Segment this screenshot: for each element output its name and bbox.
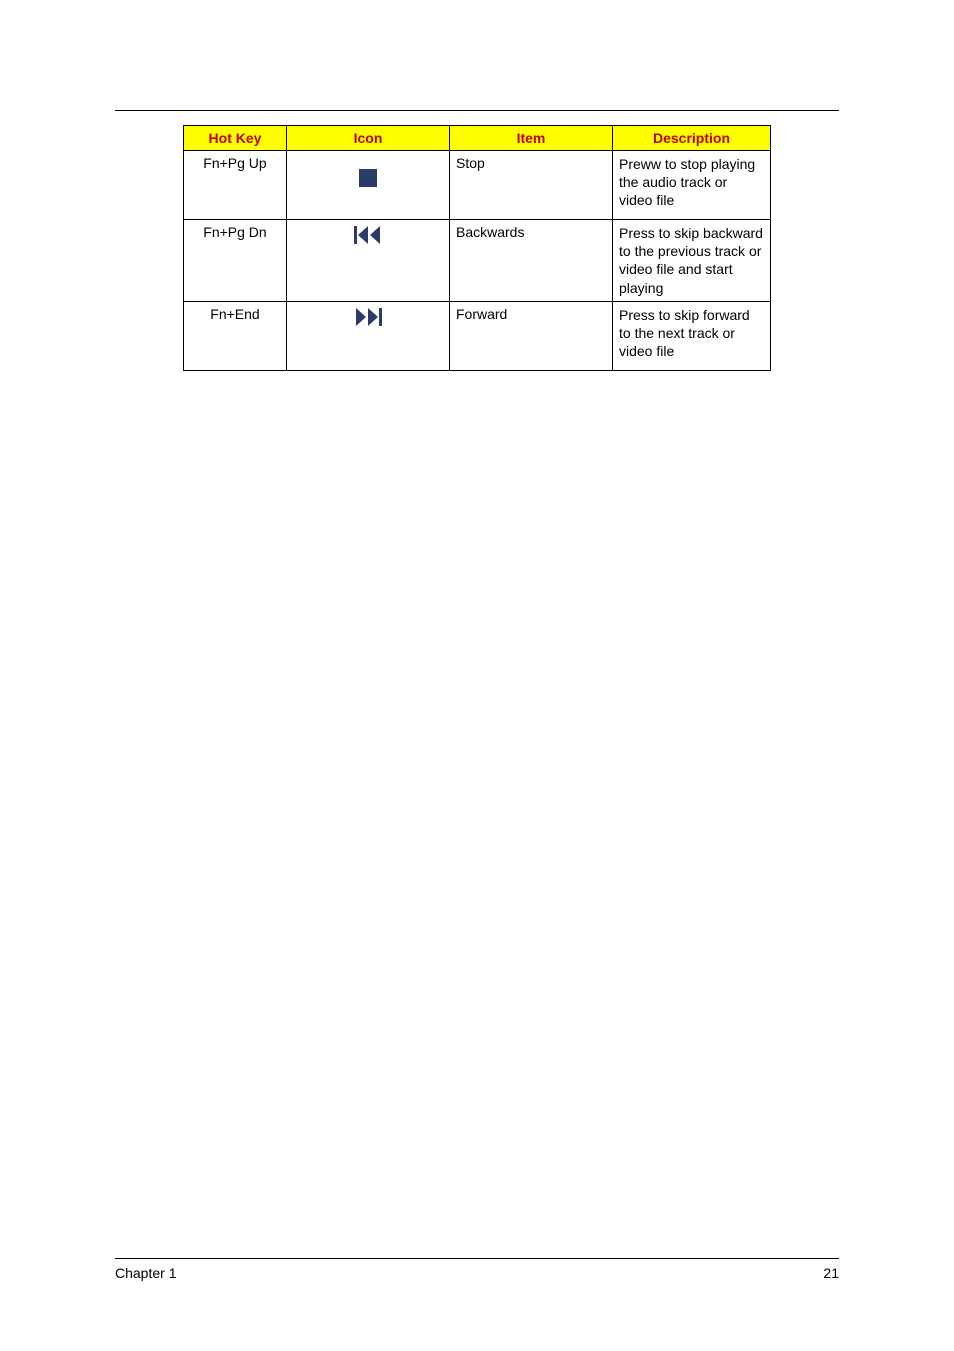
table-row: Fn+Pg Dn Backwards Press to skip backwar… <box>184 220 771 302</box>
cell-icon <box>287 301 450 370</box>
cell-description: Press to skip backward to the previous t… <box>613 220 771 302</box>
cell-description: Preww to stop playing the audio track or… <box>613 151 771 220</box>
cell-hotkey: Fn+Pg Dn <box>184 220 287 302</box>
skip-forward-icon <box>354 306 382 328</box>
hotkeys-table: Hot Key Icon Item Description Fn+Pg Up S… <box>183 125 771 371</box>
table-row: Fn+End Forward Press to skip forward to … <box>184 301 771 370</box>
th-icon: Icon <box>287 126 450 151</box>
table-row: Fn+Pg Up Stop Preww to stop playing the … <box>184 151 771 220</box>
footer-rule <box>115 1258 839 1259</box>
skip-backward-icon <box>354 224 382 246</box>
stop-icon <box>359 169 377 187</box>
cell-item: Backwards <box>450 220 613 302</box>
th-item: Item <box>450 126 613 151</box>
th-description: Description <box>613 126 771 151</box>
top-rule <box>115 110 839 111</box>
page: Hot Key Icon Item Description Fn+Pg Up S… <box>0 0 954 1351</box>
cell-description: Press to skip forward to the next track … <box>613 301 771 370</box>
th-hotkey: Hot Key <box>184 126 287 151</box>
cell-icon <box>287 220 450 302</box>
cell-hotkey: Fn+Pg Up <box>184 151 287 220</box>
footer-chapter: Chapter 1 <box>115 1265 176 1281</box>
page-footer: Chapter 1 21 <box>115 1258 839 1281</box>
cell-item: Stop <box>450 151 613 220</box>
content-area: Hot Key Icon Item Description Fn+Pg Up S… <box>115 125 839 371</box>
cell-icon <box>287 151 450 220</box>
table-header-row: Hot Key Icon Item Description <box>184 126 771 151</box>
cell-hotkey: Fn+End <box>184 301 287 370</box>
footer-row: Chapter 1 21 <box>115 1265 839 1281</box>
footer-page-number: 21 <box>823 1265 839 1281</box>
cell-item: Forward <box>450 301 613 370</box>
